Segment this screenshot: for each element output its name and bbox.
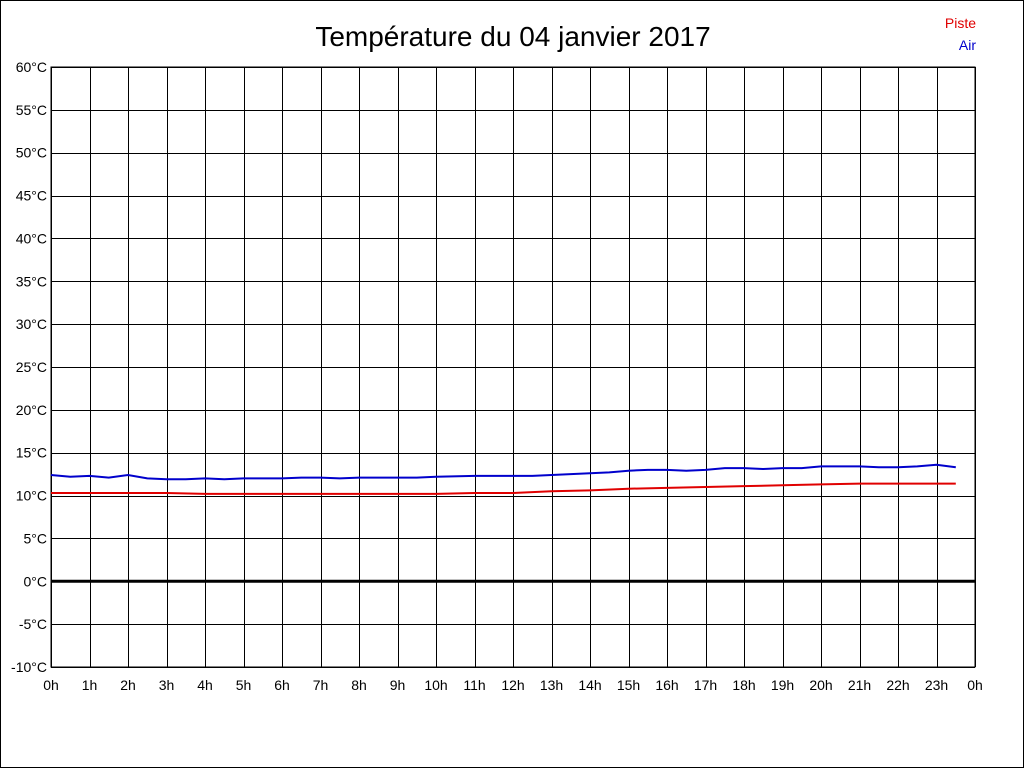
x-tick-label: 0h	[43, 677, 59, 693]
series-line-piste	[51, 482, 956, 495]
y-tick-label: -5°C	[19, 616, 47, 632]
x-tick-label: 0h	[967, 677, 983, 693]
y-tick-label: 15°C	[16, 445, 47, 461]
x-tick-label: 20h	[809, 677, 832, 693]
x-tick-label: 2h	[120, 677, 136, 693]
x-tick-label: 18h	[732, 677, 755, 693]
x-tick-label: 16h	[655, 677, 678, 693]
chart-grid	[50, 66, 976, 668]
y-tick-label: 25°C	[16, 359, 47, 375]
y-tick-label: 50°C	[16, 145, 47, 161]
x-tick-label: 22h	[886, 677, 909, 693]
x-tick-label: 23h	[925, 677, 948, 693]
x-tick-label: 21h	[848, 677, 871, 693]
x-tick-label: 6h	[274, 677, 290, 693]
y-tick-label: 0°C	[24, 573, 48, 589]
x-tick-label: 15h	[617, 677, 640, 693]
x-tick-label: 19h	[771, 677, 794, 693]
x-tick-label: 7h	[313, 677, 329, 693]
x-tick-label: 4h	[197, 677, 213, 693]
x-tick-label: 13h	[540, 677, 563, 693]
x-tick-label: 1h	[82, 677, 98, 693]
x-tick-label: 17h	[694, 677, 717, 693]
legend-entry-piste: Piste	[945, 15, 976, 31]
x-tick-label: 14h	[578, 677, 601, 693]
x-tick-label: 9h	[390, 677, 406, 693]
y-tick-label: 60°C	[16, 59, 47, 75]
x-tick-label: 12h	[501, 677, 524, 693]
y-tick-label: 40°C	[16, 230, 47, 246]
legend-entry-air: Air	[959, 37, 976, 53]
y-tick-label: 55°C	[16, 102, 47, 118]
x-axis-ticks: 0h 1h 2h 3h 4h 5h 6h 7h 8h 9h 10h 11h 12h 13h 14h 15h 16…	[43, 677, 983, 693]
chart-legend: Piste Air	[945, 15, 976, 53]
chart-title: Température du 04 janvier 2017	[315, 21, 710, 52]
chart-series-group	[50, 463, 956, 495]
series-line-air	[50, 463, 956, 481]
y-tick-label: 45°C	[16, 188, 47, 204]
y-tick-label: -10°C	[11, 659, 47, 675]
y-tick-label: 10°C	[16, 488, 47, 504]
x-tick-label: 11h	[463, 677, 485, 693]
x-tick-label: 10h	[424, 677, 447, 693]
x-tick-label: 5h	[236, 677, 252, 693]
y-tick-label: 20°C	[16, 402, 47, 418]
x-tick-label: 8h	[351, 677, 367, 693]
x-tick-label: 3h	[159, 677, 175, 693]
y-tick-label: 30°C	[16, 316, 47, 332]
y-tick-label: 5°C	[24, 530, 48, 546]
y-axis-ticks: 60°C 55°C 50°C 45°C 40°C 35°C 30°C 25°C 20°C 15°C…	[11, 59, 47, 675]
y-tick-label: 35°C	[16, 273, 47, 289]
